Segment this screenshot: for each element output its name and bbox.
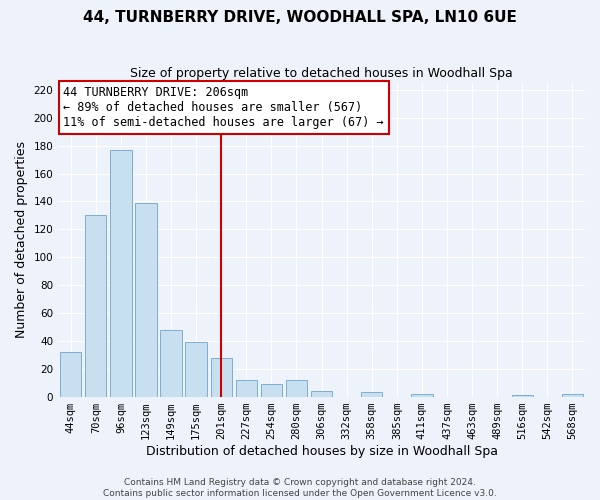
Text: 44, TURNBERRY DRIVE, WOODHALL SPA, LN10 6UE: 44, TURNBERRY DRIVE, WOODHALL SPA, LN10 … xyxy=(83,10,517,25)
Bar xyxy=(311,391,332,396)
Bar xyxy=(261,384,282,396)
X-axis label: Distribution of detached houses by size in Woodhall Spa: Distribution of detached houses by size … xyxy=(146,444,497,458)
Bar xyxy=(211,358,232,397)
Text: 44 TURNBERRY DRIVE: 206sqm
← 89% of detached houses are smaller (567)
11% of sem: 44 TURNBERRY DRIVE: 206sqm ← 89% of deta… xyxy=(64,86,384,129)
Bar xyxy=(110,150,131,396)
Bar xyxy=(411,394,433,396)
Text: Contains HM Land Registry data © Crown copyright and database right 2024.
Contai: Contains HM Land Registry data © Crown c… xyxy=(103,478,497,498)
Bar xyxy=(160,330,182,396)
Title: Size of property relative to detached houses in Woodhall Spa: Size of property relative to detached ho… xyxy=(130,68,513,80)
Bar xyxy=(60,352,82,397)
Bar xyxy=(236,380,257,396)
Bar xyxy=(85,216,106,396)
Bar xyxy=(361,392,382,396)
Bar xyxy=(562,394,583,396)
Bar xyxy=(185,342,207,396)
Bar xyxy=(136,203,157,396)
Bar xyxy=(512,395,533,396)
Bar xyxy=(286,380,307,396)
Y-axis label: Number of detached properties: Number of detached properties xyxy=(15,142,28,338)
